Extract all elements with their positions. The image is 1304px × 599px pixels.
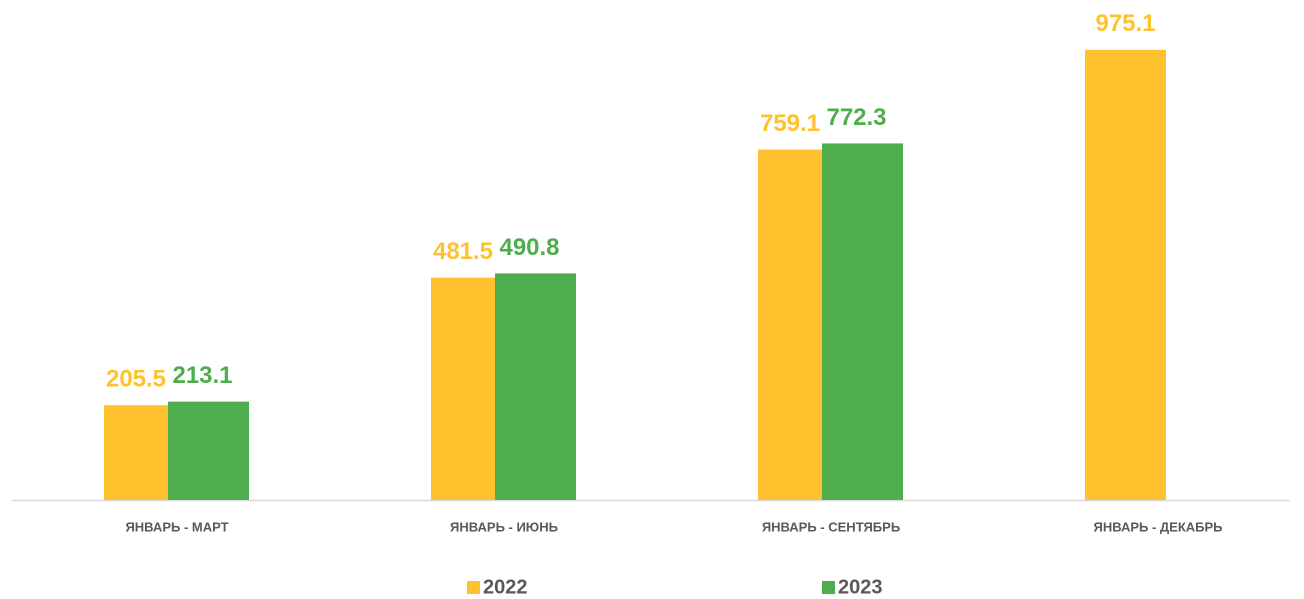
bar [104,405,168,500]
x-tick-label: ЯНВАРЬ - ИЮНЬ [450,519,558,534]
data-label: 481.5 [433,238,493,265]
legend-swatch [822,581,835,594]
legend-swatch [467,581,480,594]
data-label: 490.8 [499,234,559,261]
x-tick-label: ЯНВАРЬ - МАРТ [125,519,228,534]
bar [168,401,249,500]
bar [495,273,576,500]
data-label: 975.1 [1095,10,1155,37]
bar [431,277,495,500]
x-tick-label: ЯНВАРЬ - СЕНТЯБРЬ [762,519,900,534]
x-tick-label: ЯНВАРЬ - ДЕКАБРЬ [1093,519,1222,534]
bar [822,143,903,500]
data-label: 213.1 [172,362,232,389]
data-label: 772.3 [826,104,886,131]
data-label: 759.1 [760,110,820,137]
bar [1085,49,1166,500]
data-label: 205.5 [106,365,166,392]
legend-label: 2022 [483,576,528,598]
bar [758,149,822,500]
legend-label: 2023 [838,576,883,598]
